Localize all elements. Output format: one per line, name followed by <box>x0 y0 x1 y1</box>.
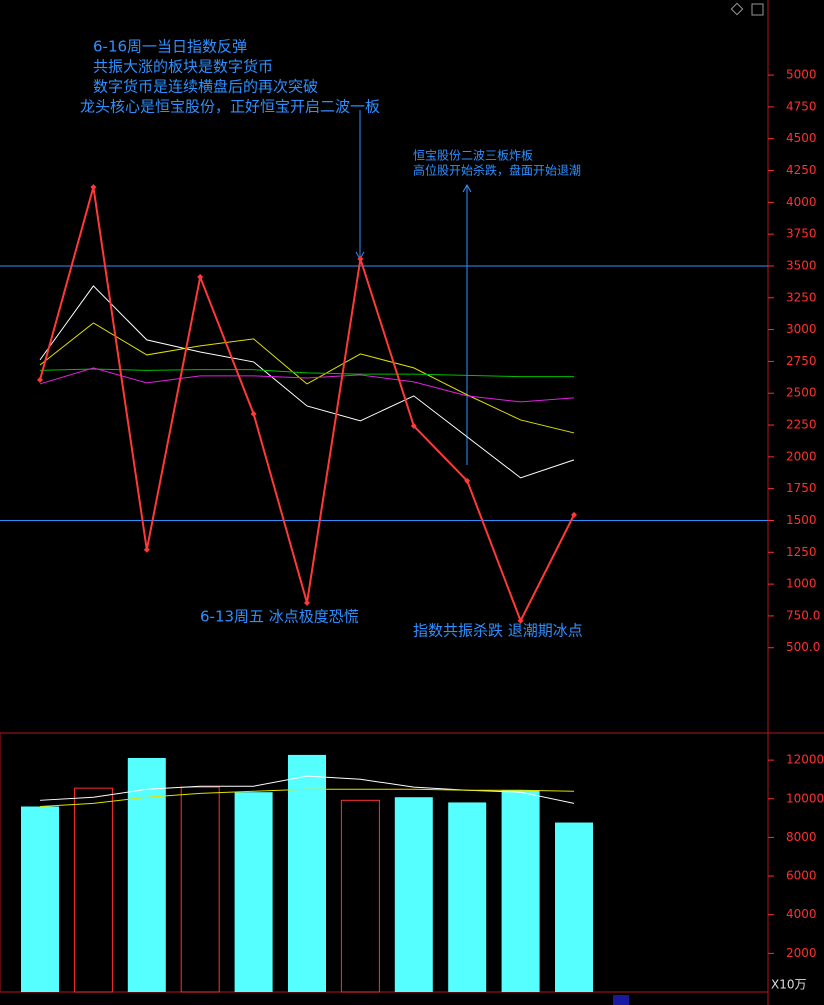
y-tick-label: 2000 <box>786 946 817 960</box>
point <box>90 184 97 191</box>
y-tick-label: 10000 <box>786 791 824 805</box>
volume-bar <box>394 797 433 992</box>
y-tick-label: 3000 <box>786 322 817 336</box>
y-tick-label: 2500 <box>786 386 817 400</box>
line-series <box>39 367 575 403</box>
volume-bar <box>127 757 166 992</box>
y-tick-label: 4000 <box>786 907 817 921</box>
point <box>464 477 471 484</box>
point <box>517 617 524 624</box>
volume-bar <box>180 786 220 993</box>
point <box>410 422 417 429</box>
y-tick-label: 1000 <box>786 577 817 591</box>
y-tick-label: 2750 <box>786 354 817 368</box>
unit-label: X10万 <box>771 978 807 992</box>
line-series <box>39 775 575 804</box>
volume-bar <box>73 787 113 993</box>
y-tick-label: 3500 <box>786 258 817 272</box>
point <box>357 255 364 262</box>
annotation: 6-13周五 冰点极度恐慌 <box>200 608 359 626</box>
y-tick-label: 500.0 <box>786 640 820 654</box>
icon-window[interactable] <box>751 3 764 16</box>
volume-bar <box>340 799 380 993</box>
y-tick-label: 4500 <box>786 131 817 145</box>
volume-bar <box>501 790 540 992</box>
scroll-marker <box>613 995 629 1005</box>
point <box>197 274 204 281</box>
y-tick-label: 1250 <box>786 545 817 559</box>
annotation: 指数共振杀跌 退潮期冰点 <box>413 622 583 640</box>
y-tick-label: 8000 <box>786 830 817 844</box>
point <box>571 511 577 518</box>
y-tick-label: 12000 <box>786 753 824 767</box>
line-series <box>39 285 575 479</box>
annotation: 共振大涨的板块是数字货币 <box>93 58 273 76</box>
annotation: 6-16周一当日指数反弹 <box>93 38 247 56</box>
volume-bar <box>448 802 487 992</box>
annotation: 恒宝股份二波三板炸板 <box>413 149 533 163</box>
y-tick-label: 4750 <box>786 99 817 113</box>
annotation: 数字货币是连续横盘后的再次突破 <box>93 78 318 96</box>
y-tick-label: 3750 <box>786 227 817 241</box>
y-tick-label: 750.0 <box>786 608 820 622</box>
y-tick-label: 3250 <box>786 290 817 304</box>
y-tick-label: 4000 <box>786 195 817 209</box>
y-tick-label: 6000 <box>786 869 817 883</box>
icon-diamond[interactable] <box>730 2 744 16</box>
y-tick-label: 1500 <box>786 513 817 527</box>
volume-bar <box>288 754 326 992</box>
annotation: 高位股开始杀跌，盘面开始退潮 <box>413 163 581 178</box>
y-tick-label: 5000 <box>786 68 817 82</box>
volume-bar <box>234 792 273 992</box>
volume-bar <box>21 806 59 992</box>
y-tick-label: 4250 <box>786 163 817 177</box>
volume-bar <box>555 822 593 992</box>
line-series <box>39 368 574 378</box>
annotation: 龙头核心是恒宝股份，正好恒宝开启二波一板 <box>80 98 380 116</box>
line-series <box>39 788 575 807</box>
point <box>37 376 43 383</box>
arrow-head <box>462 183 472 193</box>
y-tick-label: 1750 <box>786 481 817 495</box>
line-series <box>39 322 575 434</box>
y-tick-label: 2000 <box>786 449 817 463</box>
point <box>143 546 150 553</box>
point <box>304 599 310 606</box>
y-tick-label: 2250 <box>786 418 817 432</box>
point <box>250 410 257 417</box>
